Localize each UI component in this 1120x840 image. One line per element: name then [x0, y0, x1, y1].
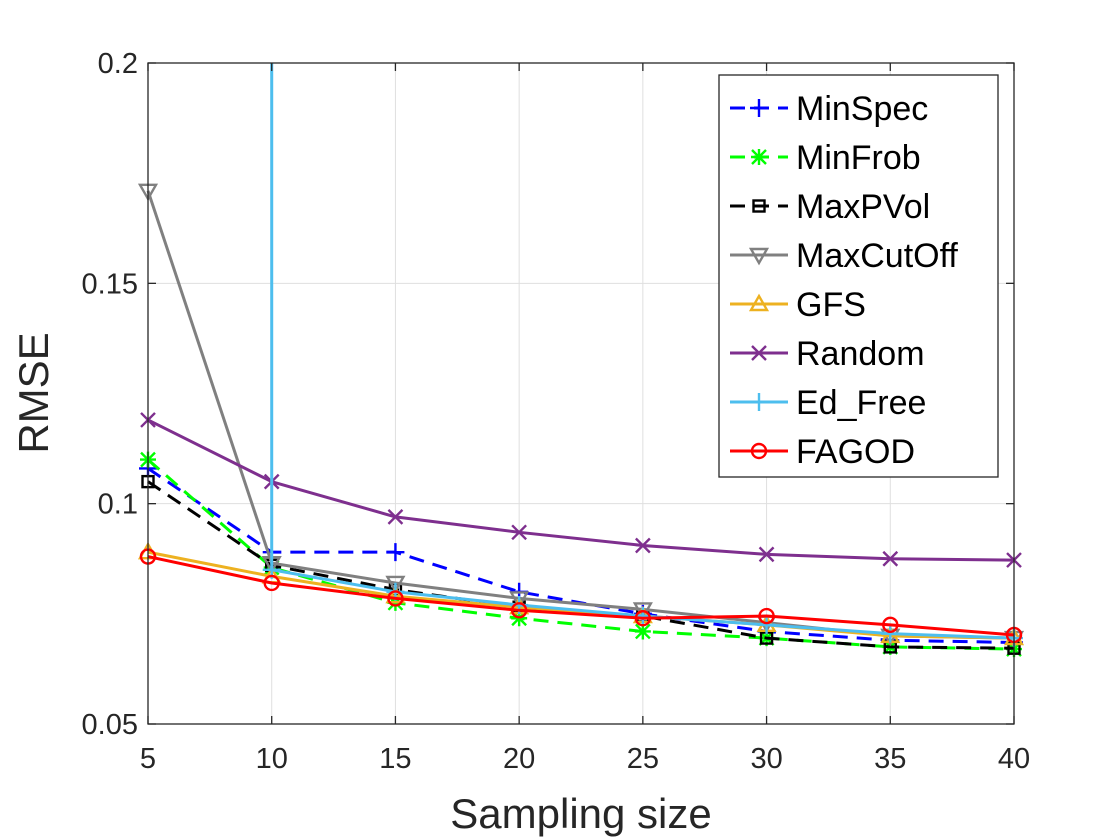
data-point: [758, 607, 775, 625]
legend-marker: [750, 442, 768, 460]
legend-label: GFS: [796, 286, 866, 324]
data-point: [263, 574, 280, 592]
legend-label: FAGOD: [796, 433, 915, 471]
series-line: [147, 418, 1015, 562]
data-point: [757, 615, 776, 634]
legend-marker: [751, 149, 767, 165]
y-axis-title: RMSE: [10, 332, 57, 453]
data-point: [632, 602, 653, 620]
legend-label: Ed_Free: [796, 384, 926, 422]
legend: MinSpec MinFrob MaxPVol MaxCutOff GFS Random E…: [718, 74, 999, 478]
x-tick-label: 35: [874, 743, 906, 775]
data-point: [387, 509, 404, 525]
x-tick-label: 10: [256, 743, 288, 775]
axes: [147, 62, 1015, 725]
series-lines: [137, 63, 1025, 658]
data-point: [634, 610, 652, 627]
x-tick-label: 30: [750, 743, 782, 775]
legend-box: [718, 74, 999, 478]
legend-label: MaxCutOff: [796, 237, 958, 275]
data-point: [511, 524, 527, 541]
legend-label: MinFrob: [796, 139, 921, 177]
legend-item-maxpvol: MaxPVol: [730, 188, 930, 226]
data-point: [881, 624, 900, 643]
legend-marker: [752, 199, 766, 213]
data-point: [634, 623, 651, 640]
legend-item-fagod: FAGOD: [730, 433, 915, 471]
data-point: [509, 591, 530, 609]
series-line: [147, 555, 1015, 637]
y-tick-label: 0.05: [82, 709, 138, 741]
legend-label: Random: [796, 335, 925, 373]
legend-marker: [750, 393, 768, 411]
legend-item-maxcutoff: MaxCutOff: [730, 237, 958, 275]
legend-item-gfs: GFS: [730, 286, 866, 324]
data-point: [758, 546, 775, 563]
data-point: [882, 550, 899, 567]
legend-marker: [748, 293, 770, 312]
y-tick-label: 0.15: [82, 268, 138, 300]
data-point: [386, 543, 405, 562]
legend-marker: [751, 345, 767, 361]
x-tick-label: 15: [379, 743, 411, 775]
tick-labels: 5 10 15 20 25 30 35 40 0.05 0.1 0.15 0.2: [82, 48, 1031, 775]
data-point: [387, 590, 404, 607]
data-point: [385, 575, 406, 594]
x-tick-label: 20: [503, 743, 535, 775]
legend-item-ed-free: Ed_Free: [730, 384, 926, 422]
y-tick-label: 0.2: [98, 48, 138, 80]
x-tick-label: 5: [140, 743, 156, 775]
plot-area-border: [147, 62, 1015, 725]
legend-label: MinSpec: [796, 90, 928, 128]
y-tick-label: 0.1: [98, 489, 138, 521]
legend-item-minfrob: MinFrob: [730, 139, 921, 177]
legend-marker: [750, 99, 768, 117]
legend-item-minspec: MinSpec: [730, 90, 928, 128]
series-line: [147, 467, 1015, 644]
x-axis-title: Sampling size: [450, 790, 711, 837]
x-tick-label: 25: [627, 743, 659, 775]
data-point: [635, 537, 651, 554]
data-point: [882, 616, 899, 634]
x-tick-label: 40: [998, 743, 1030, 775]
legend-marker: [748, 247, 770, 266]
data-point: [385, 585, 406, 604]
legend-label: MaxPVol: [796, 188, 930, 226]
legend-item-random: Random: [730, 335, 925, 373]
data-point: [510, 602, 528, 619]
